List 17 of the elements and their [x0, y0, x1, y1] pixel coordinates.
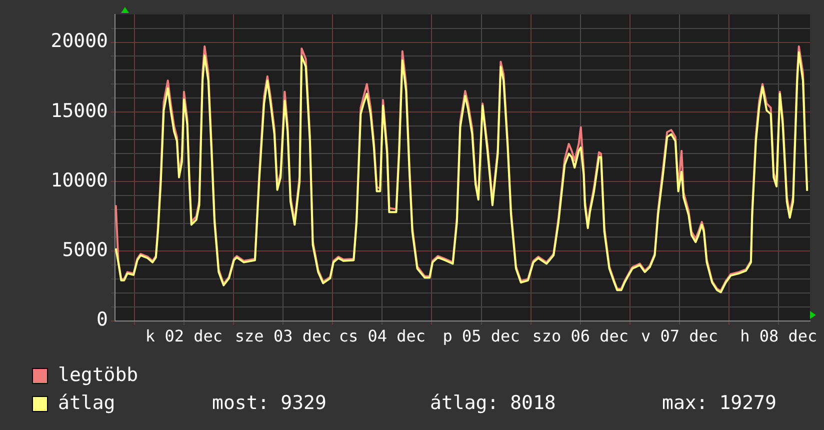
x-tick-label: k 02 dec	[145, 326, 222, 346]
x-tick-label: h 08 dec	[740, 326, 818, 346]
x-tick-label: sze 03 dec	[234, 326, 332, 346]
legend-label: átlag	[58, 392, 116, 414]
x-tick-label: v 07 dec	[640, 326, 718, 346]
text: max: 19279	[662, 392, 776, 414]
x-tick-label: szo 06 dec	[532, 326, 629, 346]
y-tick-label: 15000	[50, 100, 108, 122]
y-tick-label: 0	[96, 308, 108, 331]
legend-label: legtöbb	[58, 364, 138, 386]
y-tick-label: 10000	[50, 169, 108, 192]
text: átlag: 8018	[430, 392, 556, 414]
y-tick-label: 5000	[62, 239, 108, 262]
text: most: 9329	[212, 392, 326, 414]
y-tick-label: 20000	[50, 30, 108, 52]
x-tick-label: p 05 dec	[442, 326, 520, 346]
x-tick-label: cs 04 dec	[338, 326, 426, 346]
